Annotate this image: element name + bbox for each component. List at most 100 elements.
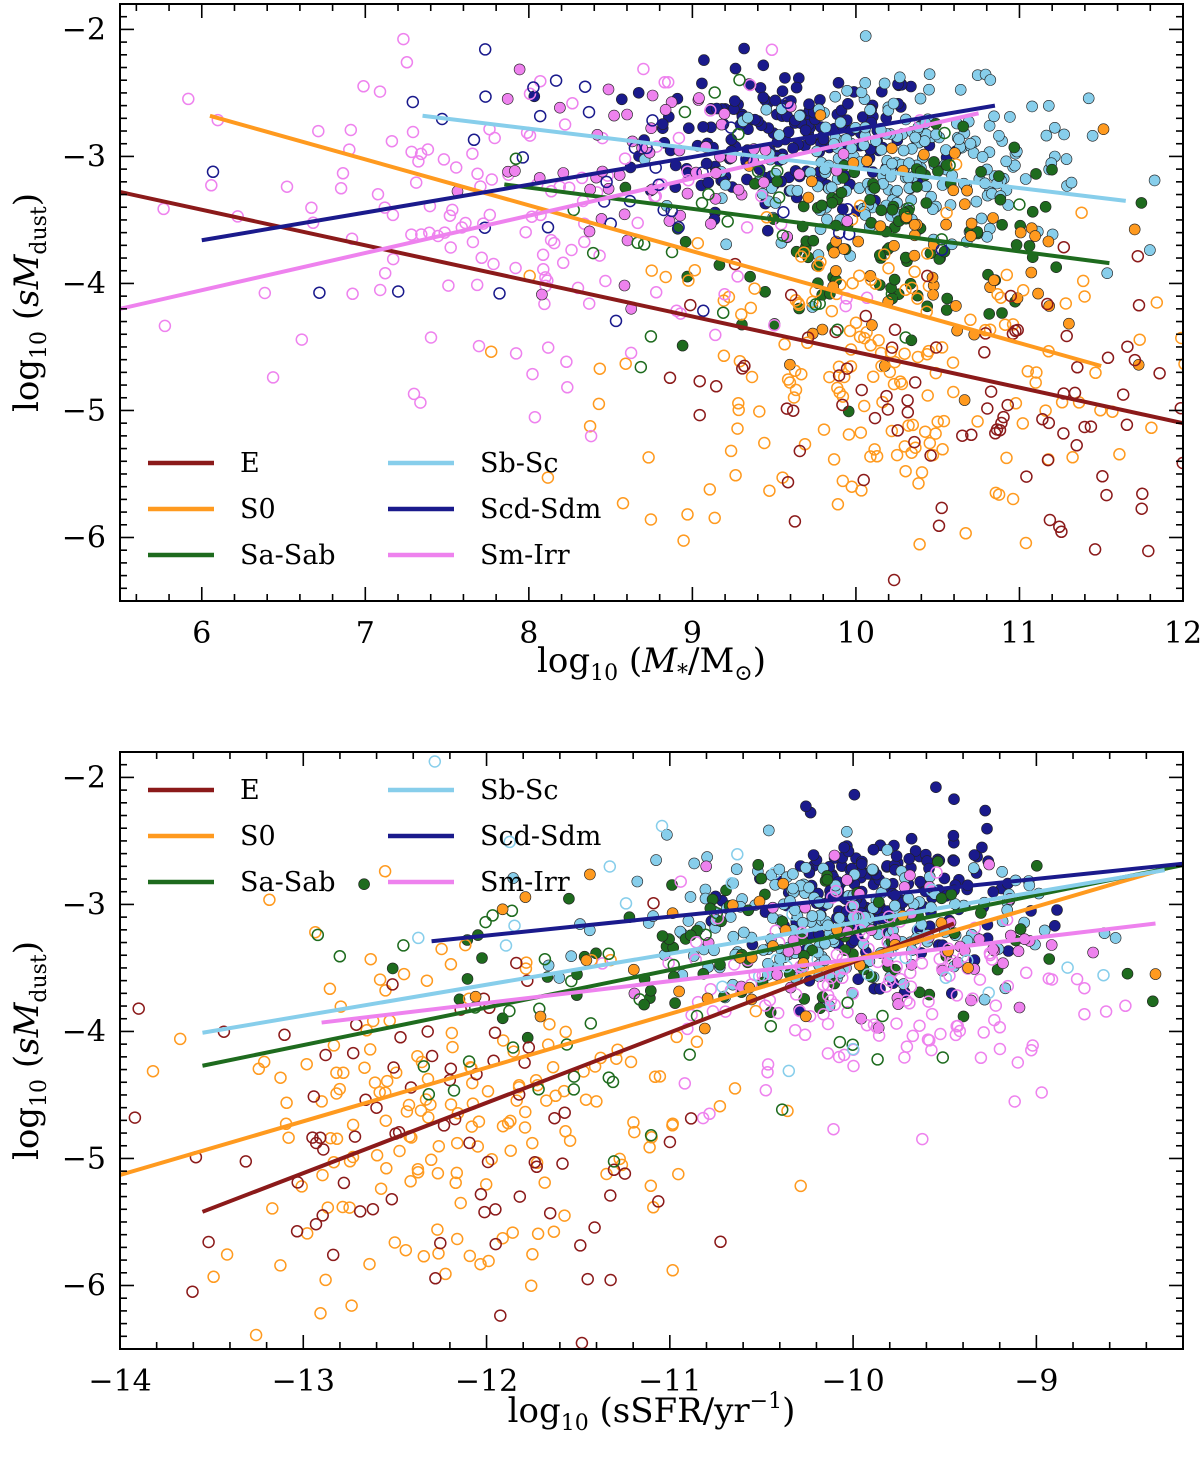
data-point-sm-irr (414, 147, 428, 161)
data-point-s0 (753, 405, 766, 418)
data-point-scd-sdm (968, 849, 981, 861)
data-point-e (1071, 361, 1084, 374)
data-point-e (346, 1046, 360, 1060)
data-point-sm-irr (1035, 1086, 1048, 1099)
data-point-s0 (682, 274, 695, 287)
data-point-sm-irr (693, 92, 705, 104)
data-point-sa-sab (813, 297, 826, 310)
data-point-sm-irr (755, 189, 768, 203)
fit-line-scd-sdm (431, 861, 1183, 944)
data-point-sm-irr (788, 1023, 802, 1037)
data-point-sa-sab (506, 1041, 520, 1054)
data-point-e (1057, 240, 1071, 254)
data-point-e (478, 1205, 491, 1219)
data-point-sb-sc (886, 157, 898, 170)
data-point-s0 (883, 365, 897, 379)
data-point-s0 (374, 1182, 388, 1195)
data-point-sa-sab (826, 197, 838, 209)
data-point-s0 (794, 250, 808, 263)
data-point-s0 (504, 1114, 517, 1128)
data-point-sm-irr (904, 869, 916, 882)
data-point-e (394, 1031, 407, 1044)
data-point-s0 (1030, 366, 1043, 379)
data-point-sm-irr (855, 1012, 868, 1025)
data-point-scd-sdm (729, 62, 742, 75)
data-point-sm-irr (845, 900, 858, 914)
data-point-scd-sdm (1002, 945, 1015, 957)
x-tick-label: −12 (455, 1364, 518, 1399)
data-point-sm-irr (475, 251, 488, 265)
data-point-e (965, 428, 978, 442)
data-point-scd-sdm (799, 124, 812, 137)
legend-item-s0: S0 (148, 494, 276, 525)
data-point-s0 (519, 962, 533, 975)
data-point-e (995, 416, 1008, 430)
data-point-s0 (559, 1025, 572, 1039)
data-point-s0 (358, 1061, 371, 1074)
data-point-sb-sc (684, 891, 697, 903)
data-point-s0 (729, 469, 742, 482)
data-point-s0 (846, 276, 859, 290)
data-point-s0 (1019, 536, 1033, 550)
data-point-s0 (336, 1200, 349, 1214)
data-point-s0 (915, 466, 929, 479)
data-point-scd-sdm (832, 77, 845, 89)
data-point-sb-sc (688, 857, 701, 870)
data-point-s0 (666, 1264, 679, 1277)
data-point-sa-sab (905, 334, 918, 347)
data-point-e (1042, 416, 1056, 430)
data-point-s0 (388, 1236, 402, 1249)
data-point-e (1057, 427, 1070, 440)
data-point-s0 (1178, 357, 1183, 370)
data-point-scd-sdm (841, 203, 854, 216)
data-point-scd-sdm (777, 205, 790, 219)
data-point-sb-sc (939, 971, 953, 984)
data-point-s0 (894, 375, 907, 388)
data-point-s0 (788, 364, 802, 378)
data-point-s0 (816, 323, 829, 336)
data-point-sm-irr (501, 93, 514, 105)
data-point-e (278, 1028, 291, 1042)
data-point-sm-irr (817, 978, 830, 992)
x-tick-label: 6 (192, 616, 211, 651)
y-tick-label: −6 (62, 1268, 106, 1303)
data-point-sa-sab (943, 159, 956, 172)
data-point-s0 (853, 269, 866, 282)
y-tick-label: −5 (62, 393, 106, 428)
data-point-e (489, 1237, 502, 1251)
data-point-sm-irr (645, 122, 658, 134)
data-point-sb-sc (861, 968, 875, 981)
data-point-e (1120, 418, 1134, 432)
data-point-sm-irr (412, 155, 425, 168)
data-point-s0 (778, 338, 791, 351)
data-point-scd-sdm (867, 843, 880, 856)
data-point-scd-sdm (682, 122, 695, 134)
data-point-sa-sab (684, 929, 697, 942)
data-point-sb-sc (742, 111, 754, 124)
data-point-sm-irr (631, 216, 644, 230)
data-point-e (832, 369, 846, 382)
data-point-scd-sdm (890, 850, 903, 862)
data-point-sa-sab (678, 105, 692, 119)
data-point-s0 (940, 218, 952, 231)
data-point-sb-sc (970, 195, 983, 208)
data-point-s0 (691, 236, 705, 250)
data-point-sm-irr (898, 1051, 911, 1064)
data-point-s0 (444, 1098, 458, 1111)
x-tick-label: 10 (837, 616, 875, 651)
data-point-sm-irr (584, 429, 598, 443)
data-point-s0 (864, 339, 877, 352)
data-point-s0 (717, 349, 731, 363)
data-point-s0 (378, 865, 392, 878)
data-point-sa-sab (565, 974, 578, 988)
fit-line-scd-sdm (201, 103, 996, 243)
data-point-sa-sab (744, 270, 756, 283)
data-point-sm-irr (373, 283, 387, 297)
legend-item-e: E (148, 448, 260, 479)
data-point-sa-sab (721, 215, 734, 228)
data-point-scd-sdm (609, 314, 623, 328)
legend-item-s0: S0 (148, 821, 276, 852)
data-point-e (385, 1192, 399, 1206)
data-point-s0 (454, 1196, 467, 1210)
